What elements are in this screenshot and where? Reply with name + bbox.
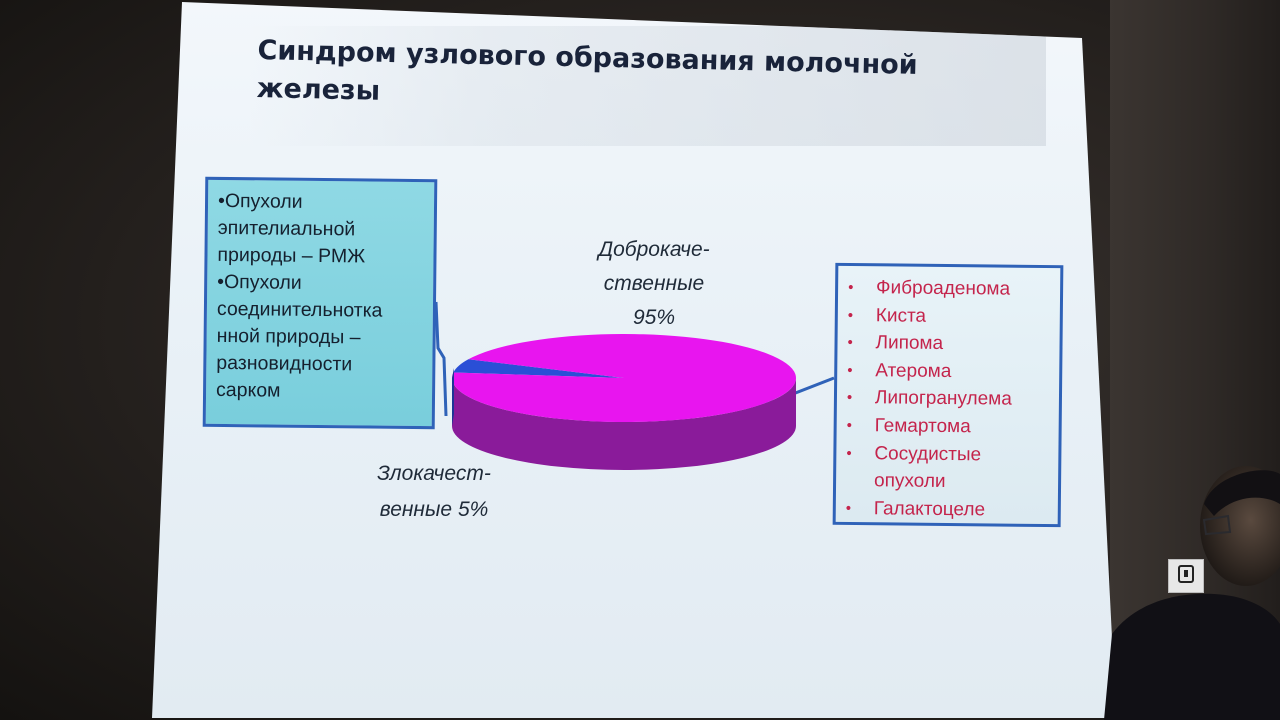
- pie-slice-facet: [452, 368, 454, 426]
- title-band: [248, 26, 1046, 146]
- mouse-shape: [1178, 565, 1194, 583]
- pie-slice-label-line: венные 5%: [380, 498, 489, 521]
- projected-slide: Синдром узлового образования молочной же…: [152, 2, 1116, 718]
- mouse-logo-icon: [1168, 559, 1204, 593]
- pie-slice-label-line: 95%: [633, 306, 675, 329]
- pie-side-wall: [452, 378, 796, 470]
- pie-slice-label-line: Доброкаче-: [596, 238, 709, 261]
- left-callout-connector: [434, 301, 448, 417]
- pie-slice: [452, 334, 796, 423]
- pie-chart-body: [452, 334, 796, 470]
- pie-chart: Доброкаче-ственные 95% Злокачест-венные 5%: [377, 238, 835, 521]
- pie-slice-label: Злокачест-венные 5%: [377, 462, 491, 521]
- presenter-silhouette: [1104, 466, 1280, 720]
- pie-chart-labels: Доброкаче-ственные 95% Злокачест-венные 5%: [377, 238, 710, 521]
- pie-slice-label: Доброкаче-ственные 95%: [596, 238, 709, 329]
- pie-slice: [453, 359, 624, 378]
- pie-slice-label-line: Злокачест-: [377, 462, 491, 485]
- pie-slice-label-line: ственные: [604, 272, 704, 295]
